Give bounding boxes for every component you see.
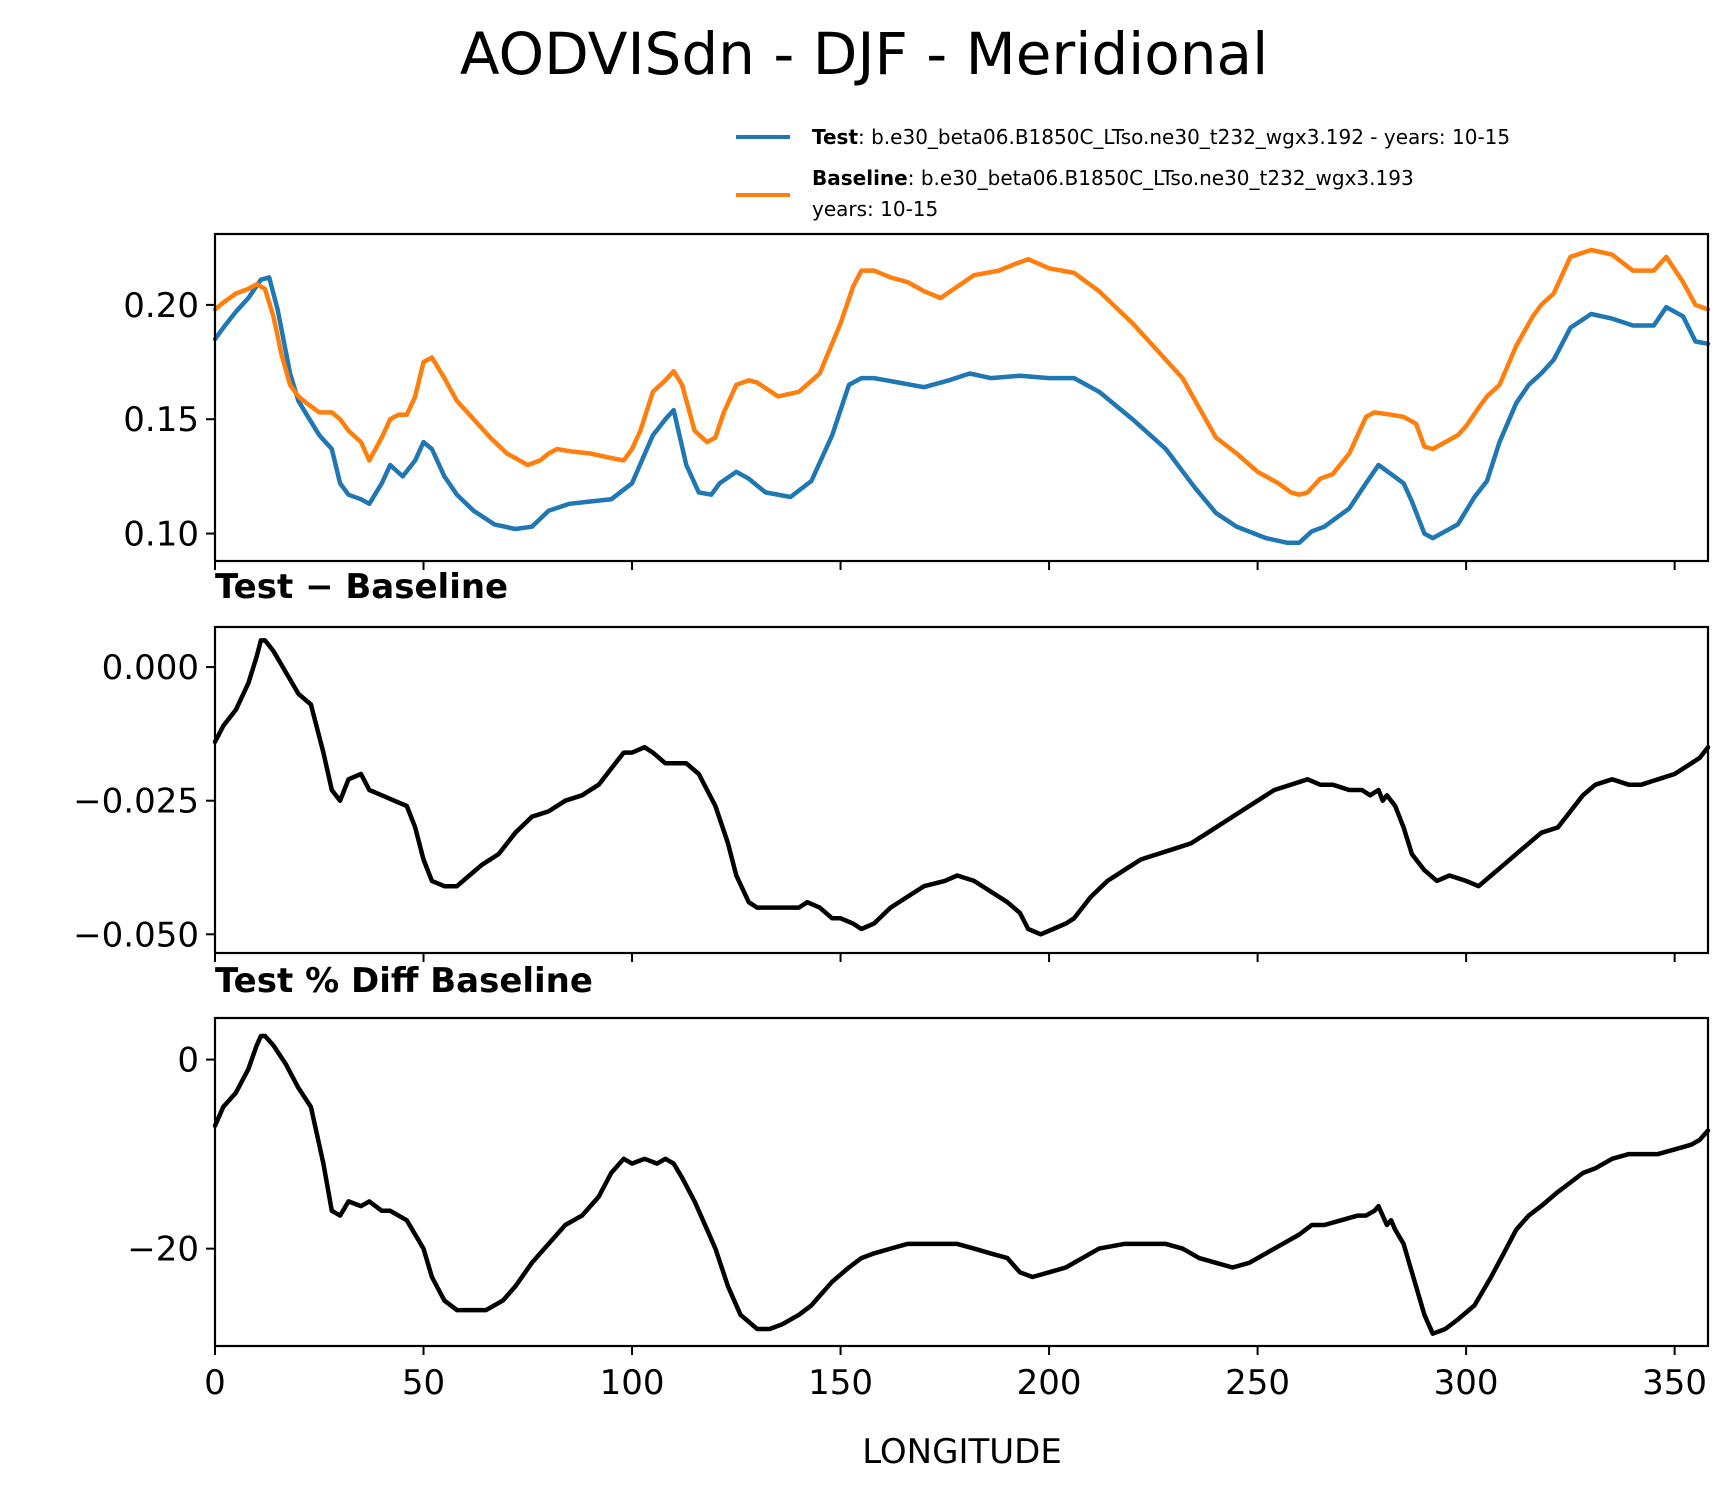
x-axis-label: LONGITUDE bbox=[862, 1432, 1062, 1472]
bottom-xtick-label: 0 bbox=[204, 1363, 226, 1403]
bottom-xtick-label: 100 bbox=[600, 1363, 665, 1403]
bottom-xtick-label: 50 bbox=[402, 1363, 445, 1403]
top-ytick-label: 0.10 bbox=[123, 515, 199, 555]
bottom-series-test-diff-baseline bbox=[212, 1033, 1711, 1336]
middle-series-test-baseline bbox=[212, 638, 1711, 937]
middle-ytick-label: 0.000 bbox=[102, 648, 199, 688]
legend: Test: b.e30_beta06.B1850C_LTso.ne30_t232… bbox=[736, 125, 1510, 221]
top-series-baseline bbox=[212, 247, 1711, 497]
bottom-xtick-label: 250 bbox=[1225, 1363, 1290, 1403]
top-axes-frame bbox=[213, 232, 1710, 563]
legend-baseline-text: : b.e30_beta06.B1850C_LTso.ne30_t232_wgx… bbox=[908, 166, 1414, 190]
bottom-xtick-label: 150 bbox=[808, 1363, 873, 1403]
top-series-test bbox=[212, 275, 1711, 545]
legend-baseline-entry: Baseline: b.e30_beta06.B1850C_LTso.ne30_… bbox=[812, 166, 1414, 190]
bottom-xtick-label: 300 bbox=[1434, 1363, 1499, 1403]
panel-middle: 0.000 −0.025 −0.050 bbox=[73, 625, 1711, 962]
panel-top: 0.10 0.15 0.20 bbox=[123, 232, 1711, 570]
legend-test-entry: Test: b.e30_beta06.B1850C_LTso.ne30_t232… bbox=[812, 125, 1510, 149]
panel-bottom-title: Test % Diff Baseline bbox=[215, 961, 593, 1001]
middle-ytick-label: −0.025 bbox=[73, 782, 199, 822]
bottom-xtick-label: 350 bbox=[1642, 1363, 1707, 1403]
panel-middle-title: Test − Baseline bbox=[215, 567, 508, 607]
legend-test-name: Test bbox=[812, 125, 858, 149]
bottom-ytick-label: 0 bbox=[177, 1041, 199, 1081]
top-ytick-label: 0.20 bbox=[123, 286, 199, 326]
legend-baseline-name: Baseline bbox=[812, 166, 908, 190]
legend-test-text: : b.e30_beta06.B1850C_LTso.ne30_t232_wgx… bbox=[858, 125, 1510, 149]
legend-baseline-text-line2: years: 10-15 bbox=[812, 197, 938, 221]
middle-axes-frame bbox=[213, 625, 1710, 955]
bottom-axes-frame bbox=[213, 1016, 1710, 1348]
bottom-xtick-label: 200 bbox=[1017, 1363, 1082, 1403]
panel-bottom: 0 −20 0 50 100 150 200 250 300 350 bbox=[127, 1016, 1711, 1403]
middle-ytick-label: −0.050 bbox=[73, 915, 199, 955]
bottom-ytick-label: −20 bbox=[127, 1230, 199, 1270]
figure-title: AODVISdn - DJF - Meridional bbox=[460, 20, 1268, 88]
top-ytick-label: 0.15 bbox=[123, 400, 199, 440]
